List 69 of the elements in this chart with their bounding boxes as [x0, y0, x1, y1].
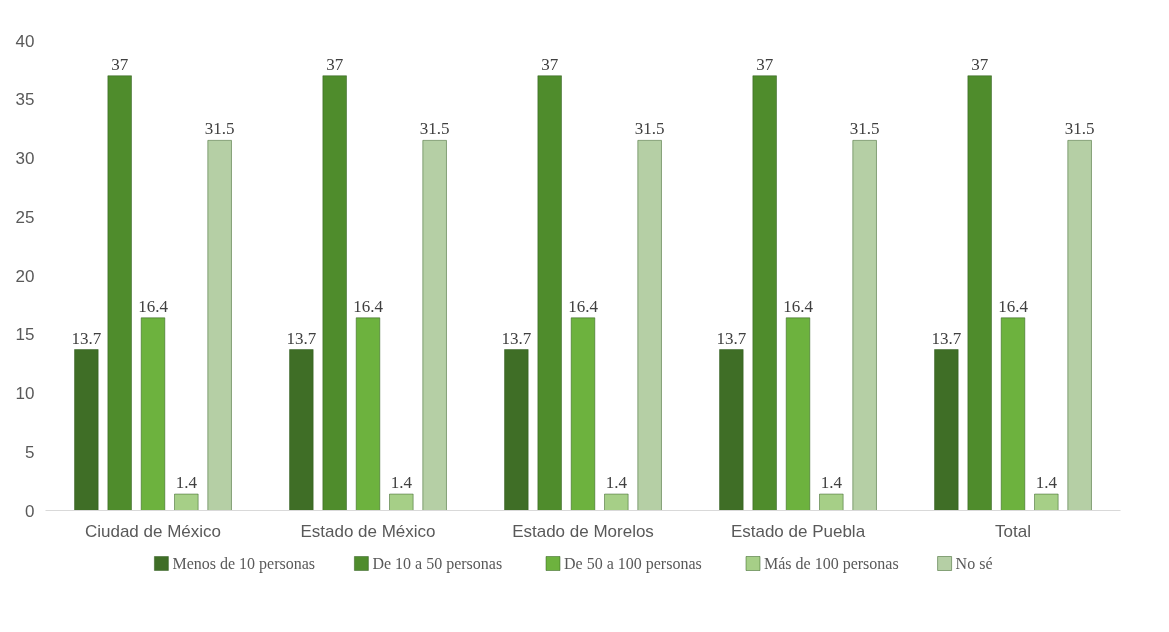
- x-tick-label: Estado de Morelos: [512, 521, 654, 541]
- bar: [852, 140, 877, 511]
- data-label: 16.4: [568, 296, 599, 316]
- data-label: 31.5: [849, 119, 880, 139]
- y-tick-label: 15: [15, 325, 35, 345]
- data-label: 37: [111, 54, 129, 74]
- data-label: 16.4: [353, 296, 384, 316]
- legend-label: No sé: [955, 555, 993, 572]
- bar: [1000, 317, 1026, 511]
- data-label: 1.4: [175, 473, 198, 493]
- y-tick-label: 35: [15, 90, 35, 110]
- data-label: 1.4: [820, 473, 843, 493]
- x-tick-label: Estado de México: [300, 521, 436, 541]
- data-label: 1.4: [390, 473, 413, 493]
- bar: [207, 140, 232, 511]
- data-label: 37: [971, 54, 989, 74]
- y-tick-label: 10: [15, 384, 35, 403]
- bar: [355, 317, 381, 511]
- y-tick-label: 25: [15, 207, 35, 227]
- data-label: 13.7: [716, 328, 747, 348]
- data-label: 37: [326, 54, 344, 74]
- data-label: 37: [541, 54, 559, 74]
- data-label: 31.5: [419, 119, 450, 139]
- data-label: 16.4: [138, 296, 169, 316]
- bar: [504, 349, 529, 511]
- bar: [322, 75, 347, 511]
- y-tick-label: 30: [15, 149, 35, 168]
- legend-label: Más de 100 personas: [764, 555, 899, 573]
- y-tick-label: 0: [25, 501, 35, 521]
- y-tick-label: 40: [15, 31, 35, 51]
- data-label: 16.4: [998, 296, 1029, 316]
- bar: [422, 140, 447, 511]
- y-tick-label: 5: [25, 442, 35, 462]
- bar: [785, 317, 811, 511]
- data-label: 31.5: [1064, 119, 1095, 139]
- bar: [570, 317, 596, 511]
- legend-label: Menos de 10 personas: [172, 555, 316, 573]
- bar: [967, 75, 992, 511]
- bar: [174, 493, 199, 511]
- bar: [140, 317, 166, 511]
- bar: [389, 493, 414, 511]
- bar: [74, 349, 99, 511]
- legend-label: De 50 a 100 personas: [564, 555, 702, 573]
- bar: [637, 140, 662, 511]
- bar: [934, 349, 959, 511]
- data-label: 31.5: [634, 119, 665, 139]
- bar: [719, 349, 744, 511]
- bar: [1067, 140, 1092, 511]
- bar: [752, 75, 777, 511]
- bar: [1034, 493, 1059, 511]
- bar: [107, 75, 132, 511]
- data-label: 13.7: [501, 328, 532, 348]
- x-tick-label: Total: [995, 521, 1031, 541]
- data-label: 37: [756, 54, 774, 74]
- bar: [819, 493, 844, 511]
- data-label: 13.7: [286, 328, 317, 348]
- bar: [537, 75, 562, 511]
- data-label: 1.4: [1035, 473, 1058, 493]
- x-tick-label: Estado de Puebla: [730, 521, 866, 541]
- y-tick-label: 20: [15, 266, 35, 286]
- data-label: 13.7: [71, 328, 102, 348]
- bar: [289, 349, 314, 511]
- legend-label: De 10 a 50 personas: [372, 555, 503, 573]
- x-tick-label: Ciudad de México: [84, 521, 222, 541]
- data-label: 1.4: [605, 473, 628, 493]
- data-label: 31.5: [204, 119, 235, 139]
- data-label: 13.7: [931, 328, 962, 348]
- bar: [604, 493, 629, 511]
- data-label: 16.4: [783, 296, 814, 316]
